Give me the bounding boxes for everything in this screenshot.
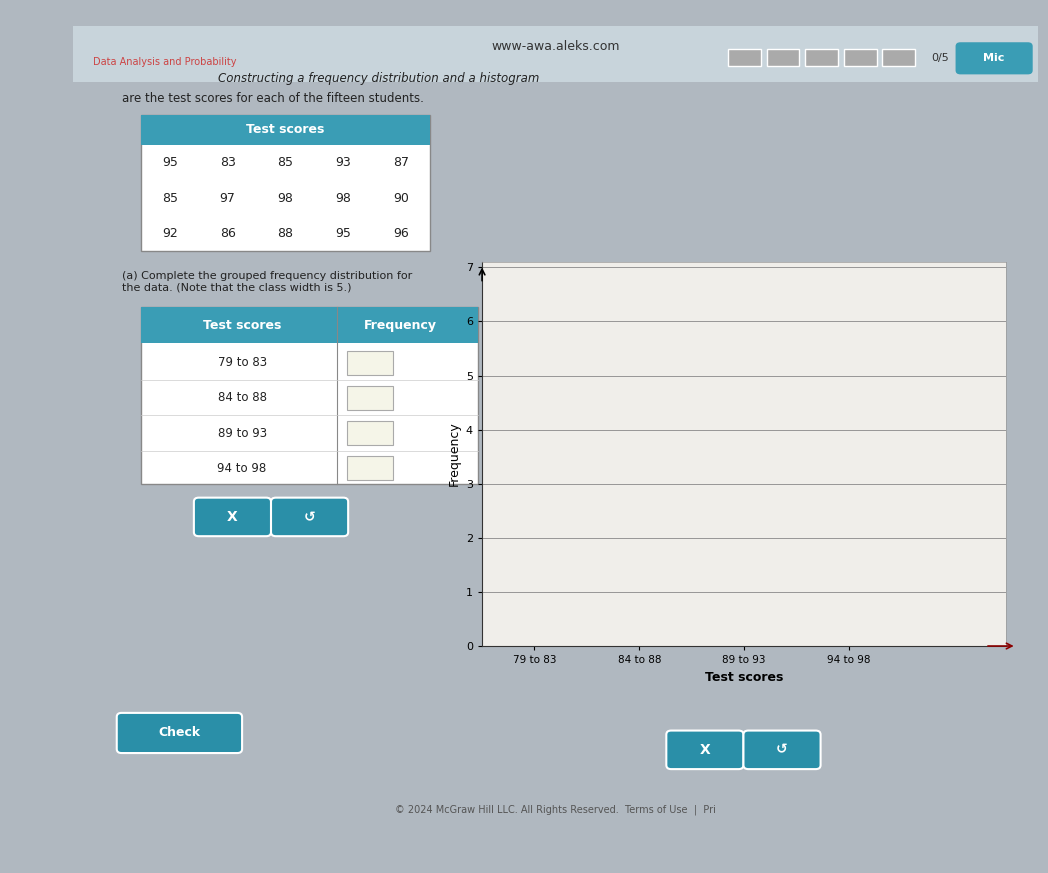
FancyBboxPatch shape xyxy=(140,307,478,484)
Text: Frequency: Frequency xyxy=(365,319,437,332)
Text: 95: 95 xyxy=(335,227,351,240)
Text: Test scores: Test scores xyxy=(246,123,325,136)
Text: are the test scores for each of the fifteen students.: are the test scores for each of the fift… xyxy=(122,92,423,105)
Text: ↺: ↺ xyxy=(304,510,315,524)
Text: 85: 85 xyxy=(161,191,178,204)
FancyBboxPatch shape xyxy=(844,50,876,65)
Text: 0/5: 0/5 xyxy=(932,52,949,63)
Y-axis label: Frequency: Frequency xyxy=(447,422,460,486)
Text: 94 to 98: 94 to 98 xyxy=(218,462,266,475)
FancyBboxPatch shape xyxy=(743,731,821,769)
FancyBboxPatch shape xyxy=(347,421,393,445)
Text: 88: 88 xyxy=(278,227,293,240)
Text: www-awa.aleks.com: www-awa.aleks.com xyxy=(492,40,619,52)
Text: X: X xyxy=(227,510,238,524)
Text: 96: 96 xyxy=(393,227,409,240)
Text: © 2024 McGraw Hill LLC. All Rights Reserved.  Terms of Use  |  Pri: © 2024 McGraw Hill LLC. All Rights Reser… xyxy=(395,804,716,815)
Text: 95: 95 xyxy=(161,156,178,169)
Text: 98: 98 xyxy=(278,191,293,204)
Text: 97: 97 xyxy=(220,191,236,204)
FancyBboxPatch shape xyxy=(347,351,393,375)
Text: 92: 92 xyxy=(161,227,178,240)
Text: Constructing a frequency distribution and a histogram: Constructing a frequency distribution an… xyxy=(218,72,540,85)
Text: 87: 87 xyxy=(393,156,409,169)
Text: Check: Check xyxy=(158,726,200,739)
FancyBboxPatch shape xyxy=(667,731,743,769)
Text: 90: 90 xyxy=(393,191,409,204)
FancyBboxPatch shape xyxy=(728,50,761,65)
Text: 84 to 88: 84 to 88 xyxy=(218,391,266,404)
FancyBboxPatch shape xyxy=(194,498,271,536)
FancyBboxPatch shape xyxy=(116,713,242,753)
Text: 79 to 83: 79 to 83 xyxy=(218,356,266,369)
Text: Mic: Mic xyxy=(983,53,1005,64)
Text: Data Analysis and Probability: Data Analysis and Probability xyxy=(92,58,236,67)
FancyBboxPatch shape xyxy=(347,456,393,480)
FancyBboxPatch shape xyxy=(766,50,800,65)
Text: 86: 86 xyxy=(220,227,236,240)
FancyBboxPatch shape xyxy=(140,114,430,251)
Text: (a) Complete the grouped frequency distribution for
the data. (Note that the cla: (a) Complete the grouped frequency distr… xyxy=(122,272,412,292)
Text: Test scores: Test scores xyxy=(203,319,281,332)
FancyBboxPatch shape xyxy=(271,498,348,536)
Text: 89 to 93: 89 to 93 xyxy=(218,427,266,439)
Text: ↺: ↺ xyxy=(777,743,788,757)
FancyBboxPatch shape xyxy=(956,42,1032,74)
FancyBboxPatch shape xyxy=(140,307,478,343)
FancyBboxPatch shape xyxy=(882,50,915,65)
FancyBboxPatch shape xyxy=(73,26,1038,82)
FancyBboxPatch shape xyxy=(805,50,838,65)
FancyBboxPatch shape xyxy=(347,386,393,410)
Text: 98: 98 xyxy=(335,191,351,204)
Text: 85: 85 xyxy=(278,156,293,169)
FancyBboxPatch shape xyxy=(140,114,430,145)
Text: (b) Construct a histogram for the data.: (b) Construct a histogram for the data. xyxy=(537,272,754,281)
Text: 83: 83 xyxy=(220,156,236,169)
Text: 93: 93 xyxy=(335,156,351,169)
X-axis label: Test scores: Test scores xyxy=(705,670,783,684)
Text: X: X xyxy=(699,743,711,757)
